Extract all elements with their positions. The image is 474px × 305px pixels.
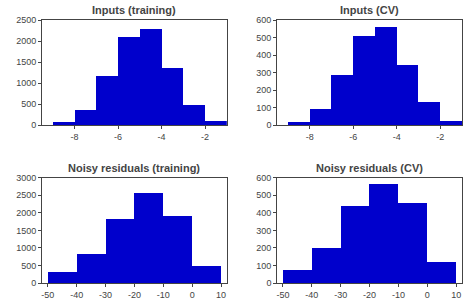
svg-text:-50: -50 [276, 290, 289, 300]
svg-text:300: 300 [256, 226, 271, 236]
svg-text:3000: 3000 [16, 173, 36, 183]
svg-text:1500: 1500 [16, 57, 36, 67]
svg-text:500: 500 [21, 99, 36, 109]
svg-text:-2: -2 [436, 132, 444, 142]
svg-text:2000: 2000 [16, 36, 36, 46]
svg-text:-6: -6 [114, 132, 122, 142]
svg-text:Inputs (CV): Inputs (CV) [340, 4, 399, 16]
svg-text:600: 600 [256, 173, 271, 183]
svg-text:-30: -30 [334, 290, 347, 300]
svg-text:0: 0 [190, 290, 195, 300]
svg-text:1000: 1000 [16, 78, 36, 88]
svg-text:2500: 2500 [16, 15, 36, 25]
svg-text:2000: 2000 [16, 208, 36, 218]
svg-text:2500: 2500 [16, 190, 36, 200]
svg-text:-30: -30 [99, 290, 112, 300]
svg-text:Noisy residuals (CV): Noisy residuals (CV) [316, 162, 423, 174]
svg-text:0: 0 [31, 120, 36, 130]
svg-text:0: 0 [266, 120, 271, 130]
svg-text:1000: 1000 [16, 243, 36, 253]
svg-text:-20: -20 [128, 290, 141, 300]
svg-text:-50: -50 [41, 290, 54, 300]
svg-text:Inputs (training): Inputs (training) [92, 4, 176, 16]
svg-text:100: 100 [256, 261, 271, 271]
svg-text:-8: -8 [71, 132, 79, 142]
svg-text:10: 10 [451, 290, 461, 300]
svg-text:400: 400 [256, 208, 271, 218]
svg-text:500: 500 [256, 190, 271, 200]
svg-text:300: 300 [256, 68, 271, 78]
svg-text:-10: -10 [157, 290, 170, 300]
svg-text:-8: -8 [306, 132, 314, 142]
svg-text:10: 10 [216, 290, 226, 300]
svg-text:-20: -20 [363, 290, 376, 300]
svg-text:400: 400 [256, 50, 271, 60]
svg-text:1500: 1500 [16, 226, 36, 236]
svg-text:-4: -4 [393, 132, 401, 142]
svg-text:Noisy residuals (training): Noisy residuals (training) [68, 162, 200, 174]
svg-text:-6: -6 [349, 132, 357, 142]
svg-text:-2: -2 [201, 132, 209, 142]
svg-text:0: 0 [425, 290, 430, 300]
svg-text:500: 500 [256, 33, 271, 43]
svg-text:500: 500 [21, 261, 36, 271]
svg-text:200: 200 [256, 85, 271, 95]
svg-text:-10: -10 [392, 290, 405, 300]
svg-text:-40: -40 [305, 290, 318, 300]
svg-text:600: 600 [256, 15, 271, 25]
svg-text:200: 200 [256, 243, 271, 253]
svg-text:0: 0 [31, 278, 36, 288]
svg-text:-40: -40 [70, 290, 83, 300]
svg-text:0: 0 [266, 278, 271, 288]
svg-text:-4: -4 [158, 132, 166, 142]
svg-text:100: 100 [256, 103, 271, 113]
